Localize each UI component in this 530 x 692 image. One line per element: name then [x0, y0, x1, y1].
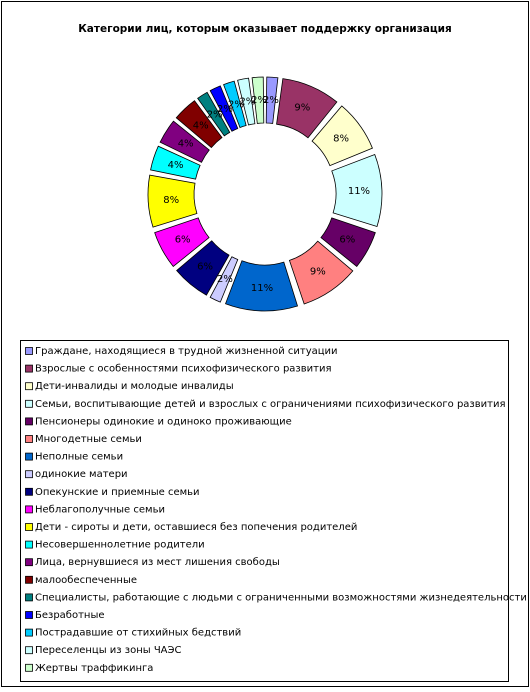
donut-slice [276, 78, 338, 139]
donut-slice [223, 80, 247, 129]
legend-swatch [25, 523, 33, 531]
data-label: 11% [251, 283, 273, 294]
legend-label: Опекунские и приемные семьи [35, 487, 200, 498]
data-label: 2% [263, 95, 279, 106]
donut-slice [265, 76, 279, 124]
legend-swatch [25, 452, 33, 461]
legend-label: Специалисты, работающие с людьми с огран… [35, 592, 527, 603]
donut-slice [176, 240, 230, 296]
legend-swatch [25, 435, 33, 443]
legend-swatch [25, 646, 33, 655]
data-label: 9% [310, 267, 326, 278]
legend-label: Дети - сироты и дети, оставшиеся без поп… [35, 522, 357, 533]
data-label: 11% [348, 186, 370, 197]
legend-box [20, 340, 509, 682]
donut-slice [209, 256, 239, 303]
legend-swatch [25, 575, 33, 584]
data-label: 6% [197, 261, 213, 272]
legend-label: Граждане, находящиеся в трудной жизненно… [35, 346, 338, 357]
data-label: 2% [217, 104, 233, 115]
legend-swatch [25, 663, 33, 672]
legend-swatch [25, 611, 33, 619]
legend-label: Лица, вернувшиеся из мест лишения свобод… [35, 557, 280, 568]
donut-slice [175, 100, 223, 149]
legend-label: Взрослые с особенностями психофизическог… [35, 364, 331, 375]
donut-slice [251, 76, 265, 124]
data-label: 8% [163, 195, 179, 206]
legend-swatch [25, 470, 33, 479]
data-label: 4% [168, 160, 184, 171]
donut-slice [147, 174, 198, 228]
data-label: 6% [339, 234, 355, 245]
data-label: 6% [175, 234, 191, 245]
data-label: 2% [228, 100, 244, 111]
donut-slice [311, 105, 373, 167]
donut-slice [209, 85, 239, 132]
data-label: 4% [178, 139, 194, 150]
legend-swatch [25, 487, 33, 496]
donut-slice [154, 217, 210, 268]
legend-swatch [25, 347, 33, 355]
data-label: 2% [239, 97, 255, 108]
legend-swatch [25, 417, 33, 426]
donut-slice [288, 240, 354, 305]
data-label: 8% [333, 134, 349, 145]
chart-title: Категории лиц, которым оказывает поддерж… [78, 23, 452, 35]
legend-swatch [25, 628, 33, 637]
legend-label: Пострадавшие от стихийных бедствий [35, 628, 241, 639]
legend-label: Неполные семьи [35, 452, 123, 463]
legend-label: Дети-инвалиды и молодые инвалиды [35, 381, 234, 392]
legend-swatch [25, 558, 33, 567]
legend-swatch [25, 399, 33, 408]
legend-label: Жертвы траффикинга [35, 663, 153, 674]
donut-slice [331, 154, 383, 228]
legend-swatch [25, 382, 33, 391]
donut-slice [150, 145, 201, 180]
legend-swatch [25, 364, 33, 373]
legend-label: Многодетные семьи [35, 434, 142, 445]
legend-label: Неблагополучные семьи [35, 504, 165, 515]
data-label: 9% [294, 103, 310, 114]
legend-label: малообеспеченные [35, 575, 137, 586]
legend-label: Безработные [35, 610, 105, 621]
donut-slice [225, 260, 299, 312]
legend-swatch [25, 505, 33, 514]
donut-slice [197, 91, 231, 137]
donut-slice [320, 217, 376, 268]
donut-slice [159, 120, 210, 163]
data-label: 2% [207, 110, 223, 121]
legend-label: одинокие матери [35, 469, 128, 480]
data-label: 2% [217, 274, 233, 285]
legend-label: Переселенцы из зоны ЧАЭС [35, 645, 182, 656]
donut-slice [237, 77, 256, 126]
legend-label: Семьи, воспитывающие детей и взрослых с … [35, 399, 505, 410]
legend-swatch [25, 540, 33, 549]
legend-label: Несовершеннолетние родители [35, 540, 205, 551]
data-label: 4% [193, 120, 209, 131]
legend-swatch [25, 593, 33, 602]
legend-label: Пенсионеры одинокие и одиноко проживающи… [35, 416, 292, 427]
data-label: 2% [251, 95, 267, 106]
